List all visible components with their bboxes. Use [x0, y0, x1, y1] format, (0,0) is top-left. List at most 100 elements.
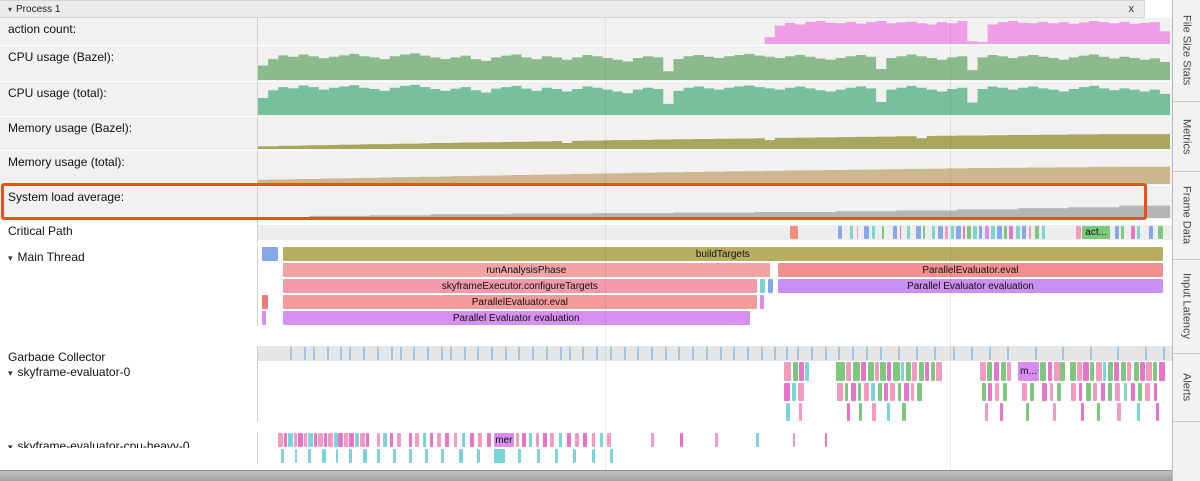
trace-slice[interactable]: [1001, 362, 1006, 381]
trace-slice[interactable]: [857, 383, 862, 401]
trace-slice[interactable]: Parallel Evaluator evaluation: [778, 279, 1163, 293]
trace-slice[interactable]: [1146, 362, 1152, 381]
track-memory-total[interactable]: Memory usage (total):: [0, 151, 1172, 186]
trace-slice[interactable]: [1028, 226, 1032, 239]
track-critical-path[interactable]: Critical Path act...: [0, 220, 1172, 243]
trace-slice[interactable]: [997, 226, 1002, 239]
trace-slice[interactable]: [408, 449, 413, 463]
trace-slice[interactable]: mer: [493, 433, 514, 447]
trace-slice[interactable]: skyframeExecutor.configureTargets: [282, 279, 758, 293]
tab-alerts[interactable]: Alerts: [1173, 354, 1200, 422]
trace-slice[interactable]: [893, 362, 900, 381]
trace-slice[interactable]: [799, 403, 802, 421]
trace-slice[interactable]: [1108, 362, 1114, 381]
trace-slice[interactable]: [360, 433, 365, 447]
gc-tick[interactable]: [477, 347, 480, 360]
trace-slice[interactable]: [859, 403, 863, 421]
trace-slice[interactable]: [376, 433, 381, 447]
thread-label[interactable]: ▾ skyframe-evaluator-0: [0, 361, 258, 382]
trace-slice[interactable]: [1153, 383, 1158, 401]
trace-slice[interactable]: [1025, 403, 1030, 421]
horizontal-scrollbar[interactable]: [0, 470, 1172, 481]
gc-tick[interactable]: [637, 347, 640, 360]
track-cpu-total[interactable]: CPU usage (total):: [0, 82, 1172, 117]
trace-slice[interactable]: [938, 226, 944, 239]
gc-tick[interactable]: [376, 347, 379, 360]
trace-slice[interactable]: [987, 362, 992, 381]
gc-tick[interactable]: [440, 347, 443, 360]
trace-slice[interactable]: [415, 433, 419, 447]
trace-slice[interactable]: [1120, 362, 1127, 381]
trace-slice[interactable]: [835, 362, 845, 381]
trace-slice[interactable]: [1083, 362, 1089, 381]
trace-slice[interactable]: m...: [1018, 362, 1039, 381]
gc-tick[interactable]: [692, 347, 695, 360]
tab-input-latency[interactable]: Input Latency: [1173, 260, 1200, 354]
trace-slice[interactable]: [988, 383, 992, 401]
trace-slice[interactable]: [863, 383, 870, 401]
trace-slice[interactable]: [1002, 383, 1007, 401]
trace-slice[interactable]: [1096, 362, 1102, 381]
trace-slice[interactable]: [470, 433, 474, 447]
trace-slice[interactable]: [784, 383, 790, 401]
trace-slice[interactable]: [550, 433, 555, 447]
trace-slice[interactable]: [536, 449, 541, 463]
trace-slice[interactable]: [1149, 226, 1153, 239]
trace-slice[interactable]: [1022, 226, 1026, 239]
gc-tick[interactable]: [1144, 347, 1147, 360]
trace-slice[interactable]: [396, 433, 401, 447]
critical-path-strip[interactable]: act...: [258, 225, 1172, 240]
gc-tick[interactable]: [760, 347, 763, 360]
gc-tick[interactable]: [934, 347, 937, 360]
collapse-arrow-icon[interactable]: ▾: [8, 368, 13, 378]
trace-slice[interactable]: [575, 433, 579, 447]
trace-slice[interactable]: [349, 433, 354, 447]
gc-tick[interactable]: [786, 347, 789, 360]
counter-chart-cpu-bazel[interactable]: [258, 51, 1170, 80]
trace-slice[interactable]: [912, 362, 917, 381]
gc-tick[interactable]: [865, 347, 868, 360]
gc-tick[interactable]: [989, 347, 992, 360]
close-icon[interactable]: x: [1128, 2, 1135, 15]
trace-slice[interactable]: [1130, 226, 1135, 239]
trace-slice[interactable]: [906, 226, 910, 239]
trace-slice[interactable]: [1030, 383, 1034, 401]
trace-slice[interactable]: [845, 362, 852, 381]
trace-slice[interactable]: [543, 433, 547, 447]
trace-slice[interactable]: [293, 433, 298, 447]
trace-slice[interactable]: [591, 449, 596, 463]
trace-slice[interactable]: [429, 433, 434, 447]
gc-tick[interactable]: [810, 347, 813, 360]
trace-slice[interactable]: [425, 449, 428, 463]
trace-slice[interactable]: [1133, 362, 1140, 381]
gc-tick[interactable]: [532, 347, 535, 360]
trace-slice[interactable]: [994, 383, 1000, 401]
trace-slice[interactable]: [853, 362, 861, 381]
trace-slice[interactable]: [1137, 226, 1140, 239]
trace-slice[interactable]: [607, 433, 611, 447]
gc-tick[interactable]: [838, 347, 841, 360]
trace-slice[interactable]: [884, 383, 888, 401]
track-system-load[interactable]: System load average:: [0, 186, 1172, 220]
trace-slice[interactable]: [298, 433, 303, 447]
trace-slice[interactable]: [1053, 403, 1056, 421]
trace-slice[interactable]: [880, 362, 886, 381]
trace-slice[interactable]: act...: [1082, 226, 1110, 239]
trace-slice[interactable]: [844, 383, 849, 401]
trace-slice[interactable]: [991, 226, 995, 239]
trace-slice[interactable]: [906, 362, 912, 381]
trace-slice[interactable]: [1138, 383, 1142, 401]
trace-slice[interactable]: [566, 433, 571, 447]
trace-slice[interactable]: [931, 226, 936, 239]
trace-slice[interactable]: [786, 403, 790, 421]
trace-slice[interactable]: [1097, 403, 1100, 421]
trace-slice[interactable]: [1071, 383, 1077, 401]
gc-tick[interactable]: [1162, 347, 1165, 360]
trace-slice[interactable]: [1102, 362, 1107, 381]
trace-slice[interactable]: [980, 362, 987, 381]
trace-slice[interactable]: [893, 226, 897, 239]
trace-slice[interactable]: [872, 403, 876, 421]
gc-tick[interactable]: [1117, 347, 1120, 360]
collapse-arrow-icon[interactable]: ▾: [8, 4, 13, 14]
gc-tick[interactable]: [970, 347, 973, 360]
